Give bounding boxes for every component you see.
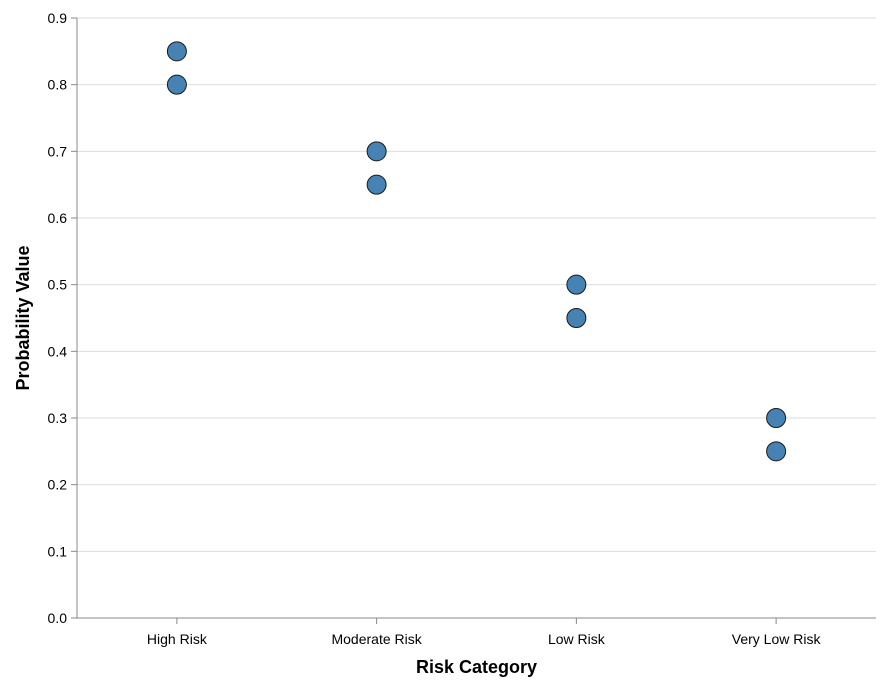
y-tick-label: 0.5 xyxy=(48,277,68,293)
y-axis-title: Probability Value xyxy=(13,245,33,390)
y-tick-label: 0.9 xyxy=(48,10,68,26)
x-tick-label: High Risk xyxy=(147,631,208,647)
y-axis-ticks: 0.0 0.1 0.2 0.3 0.4 0.5 0.6 0.7 0.8 0.9 xyxy=(48,10,77,626)
x-axis-title: Risk Category xyxy=(416,657,537,677)
y-tick-label: 0.3 xyxy=(48,410,68,426)
y-tick-label: 0.2 xyxy=(48,477,68,493)
data-point xyxy=(566,274,587,295)
y-tick-label: 0.1 xyxy=(48,543,68,559)
axes xyxy=(76,18,876,619)
x-axis-ticks: High Risk Moderate Risk Low Risk Very Low R… xyxy=(147,618,822,647)
y-tick-label: 0.0 xyxy=(48,610,68,626)
y-tick-label: 0.8 xyxy=(48,77,68,93)
y-tick-label: 0.7 xyxy=(48,143,68,159)
data-points xyxy=(166,41,787,462)
grid-lines xyxy=(77,17,876,552)
data-point xyxy=(566,308,587,328)
data-point xyxy=(766,441,787,462)
data-point xyxy=(366,141,387,162)
y-tick-label: 0.6 xyxy=(48,210,68,226)
data-point xyxy=(166,41,187,62)
data-point xyxy=(766,408,787,428)
data-point xyxy=(166,74,187,95)
x-tick-label: Low Risk xyxy=(548,631,606,647)
y-tick-label: 0.4 xyxy=(48,343,68,359)
data-point xyxy=(366,174,387,195)
x-tick-label: Very Low Risk xyxy=(732,631,822,647)
x-tick-label: Moderate Risk xyxy=(331,631,422,647)
